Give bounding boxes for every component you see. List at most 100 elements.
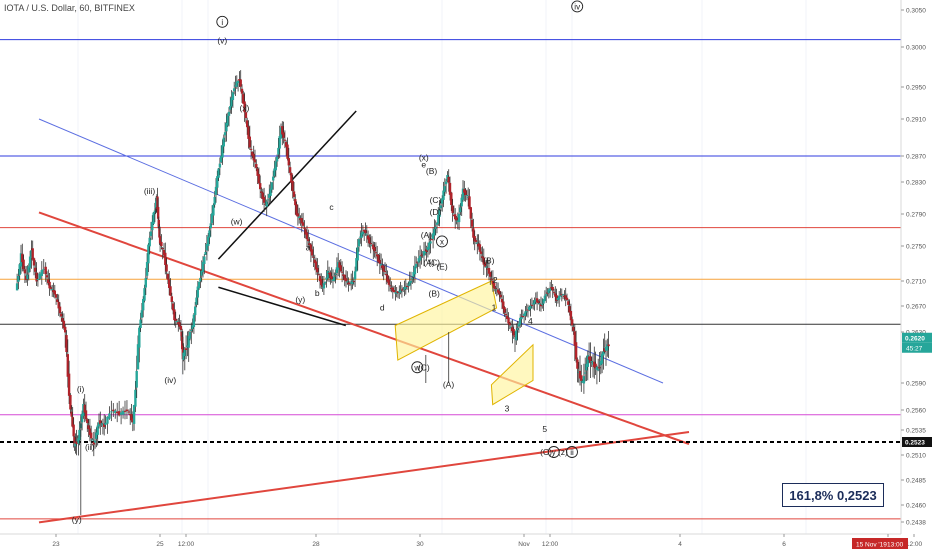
candle-body bbox=[526, 309, 530, 311]
candle-body bbox=[216, 176, 219, 188]
candle-body bbox=[516, 328, 519, 330]
countdown-value: 45:27 bbox=[906, 345, 923, 352]
candle-body bbox=[464, 190, 467, 196]
candle-body bbox=[433, 228, 436, 236]
candle-body bbox=[329, 272, 332, 279]
countdown-tag bbox=[902, 342, 932, 353]
candle-body bbox=[373, 247, 376, 252]
candle-body bbox=[417, 258, 420, 263]
candle-body bbox=[485, 266, 488, 268]
candle-body bbox=[35, 272, 38, 282]
candle-body bbox=[550, 287, 553, 289]
candle-body bbox=[483, 262, 487, 267]
candle-body bbox=[204, 251, 207, 255]
candle-body bbox=[369, 243, 372, 245]
candle-body bbox=[264, 203, 267, 205]
candle-body bbox=[574, 342, 578, 360]
candle-body bbox=[569, 310, 573, 321]
candle-body bbox=[95, 432, 98, 439]
candle-body bbox=[201, 262, 205, 273]
candle-body bbox=[573, 331, 576, 346]
candle-body bbox=[303, 227, 306, 229]
candle-body bbox=[578, 370, 582, 379]
price-tick-label: 0.2535 bbox=[906, 428, 926, 435]
wave-label: ii bbox=[570, 448, 574, 457]
candle-body bbox=[28, 256, 32, 268]
candle-body bbox=[295, 204, 298, 216]
candles-group bbox=[15, 70, 610, 457]
candle-body bbox=[308, 243, 311, 245]
candle-body bbox=[300, 218, 303, 224]
candle-body bbox=[32, 258, 36, 266]
candle-body bbox=[377, 254, 380, 262]
candle-body bbox=[360, 232, 363, 238]
wave-label: w bbox=[413, 363, 420, 372]
candle-body bbox=[394, 292, 397, 294]
candle-body bbox=[331, 279, 335, 281]
candle-body bbox=[93, 440, 97, 443]
candle-body bbox=[116, 411, 119, 414]
candle-body bbox=[279, 127, 283, 139]
candle-body bbox=[389, 285, 392, 287]
candle-body bbox=[482, 257, 485, 265]
black-lower-wedge-line bbox=[218, 286, 347, 327]
candle-body bbox=[457, 213, 461, 223]
wave-label: (iii) bbox=[144, 186, 155, 196]
candle-body bbox=[567, 301, 570, 305]
candle-body bbox=[372, 244, 375, 250]
wave-label: y bbox=[552, 448, 556, 457]
candle-body bbox=[455, 217, 458, 221]
candle-body bbox=[468, 196, 471, 210]
price-tick-label: 0.2830 bbox=[906, 180, 926, 187]
candle-body bbox=[268, 194, 271, 198]
candle-body bbox=[158, 228, 161, 238]
wave-label: (C) bbox=[428, 257, 440, 267]
candle-body bbox=[452, 215, 456, 217]
candle-body bbox=[469, 207, 472, 219]
candle-body bbox=[448, 182, 452, 195]
candle-body bbox=[322, 283, 326, 289]
candle-body bbox=[321, 284, 324, 287]
candle-body bbox=[132, 405, 136, 424]
candle-body bbox=[533, 300, 536, 305]
candle-body bbox=[243, 101, 246, 113]
candle-body bbox=[19, 253, 23, 267]
candle-body bbox=[220, 156, 223, 163]
candle-body bbox=[138, 327, 141, 348]
candle-body bbox=[180, 331, 183, 337]
candle-body bbox=[274, 161, 277, 171]
candle-body bbox=[580, 375, 583, 381]
candle-body bbox=[348, 282, 352, 285]
candle-body bbox=[23, 269, 27, 274]
candle-body bbox=[286, 144, 289, 159]
candle-body bbox=[240, 88, 244, 94]
candle-body bbox=[404, 286, 407, 289]
candle-body bbox=[262, 196, 266, 203]
candle-body bbox=[17, 275, 20, 282]
candle-body bbox=[177, 322, 180, 324]
candle-body bbox=[236, 80, 240, 84]
candle-body bbox=[278, 136, 281, 149]
candle-body bbox=[314, 261, 318, 270]
candle-body bbox=[160, 241, 163, 247]
candle-body bbox=[460, 197, 463, 207]
candle-body bbox=[429, 241, 432, 244]
wave-label: (E) bbox=[436, 262, 448, 272]
candle-body bbox=[418, 255, 422, 261]
candle-body bbox=[151, 221, 154, 231]
candle-body bbox=[304, 229, 307, 235]
candle-body bbox=[60, 313, 63, 317]
candle-body bbox=[106, 416, 109, 424]
candle-body bbox=[169, 286, 172, 296]
candle-body bbox=[352, 281, 355, 283]
candle-body bbox=[589, 356, 592, 363]
wave-label-circle bbox=[216, 15, 229, 28]
candle-body bbox=[62, 320, 66, 329]
candle-body bbox=[415, 264, 418, 268]
candle-body bbox=[277, 147, 280, 155]
candle-body bbox=[222, 137, 225, 147]
candle-body bbox=[382, 265, 385, 272]
candle-body bbox=[320, 279, 323, 286]
